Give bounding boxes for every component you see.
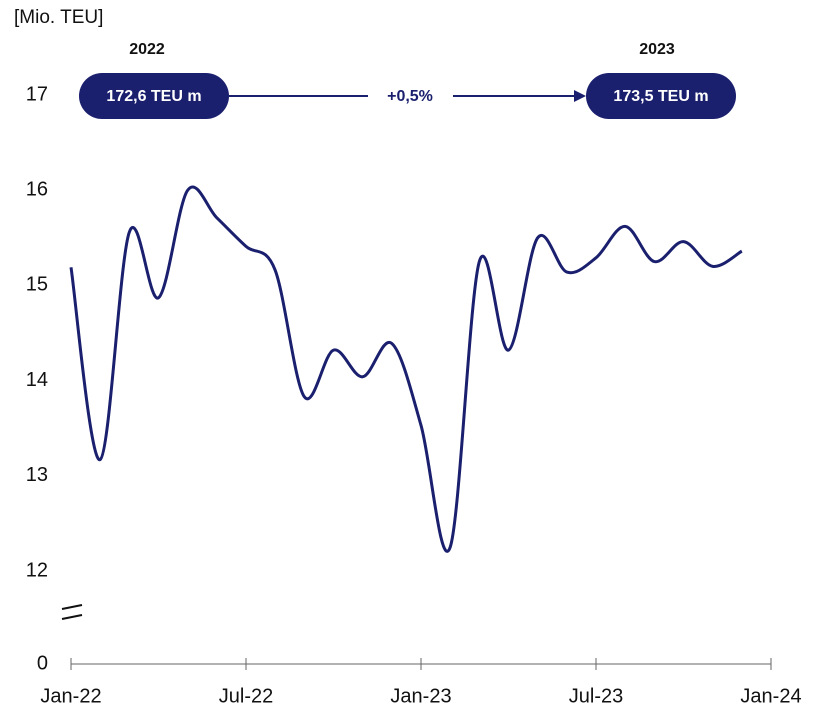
axis-break — [61, 614, 83, 620]
value-pill-text: 172,6 TEU m — [106, 88, 201, 105]
x-tick-label: Jan-24 — [740, 685, 801, 707]
x-tick-label: Jan-22 — [40, 685, 101, 707]
change-label: +0,5% — [387, 88, 433, 105]
y-tick-label: 13 — [26, 464, 48, 486]
y-tick-label: 12 — [26, 559, 48, 581]
y-tick-label: 17 — [26, 83, 48, 105]
value-pill-text: 173,5 TEU m — [613, 88, 708, 105]
value-pill — [586, 73, 736, 119]
value-pill — [79, 73, 229, 119]
arrow-head — [574, 90, 586, 102]
y-tick-label: 0 — [37, 652, 48, 674]
x-tick-label: Jul-23 — [569, 685, 623, 707]
x-tick-label: Jan-23 — [390, 685, 451, 707]
axis-break — [61, 604, 83, 610]
year-label: 2022 — [129, 41, 165, 58]
y-tick-label: 16 — [26, 178, 48, 200]
y-tick-label: 15 — [26, 274, 48, 296]
x-tick-label: Jul-22 — [219, 685, 273, 707]
year-label: 2023 — [639, 41, 675, 58]
data-line — [69, 185, 743, 553]
unit-label: [Mio. TEU] — [14, 7, 103, 28]
y-tick-label: 14 — [26, 369, 48, 391]
